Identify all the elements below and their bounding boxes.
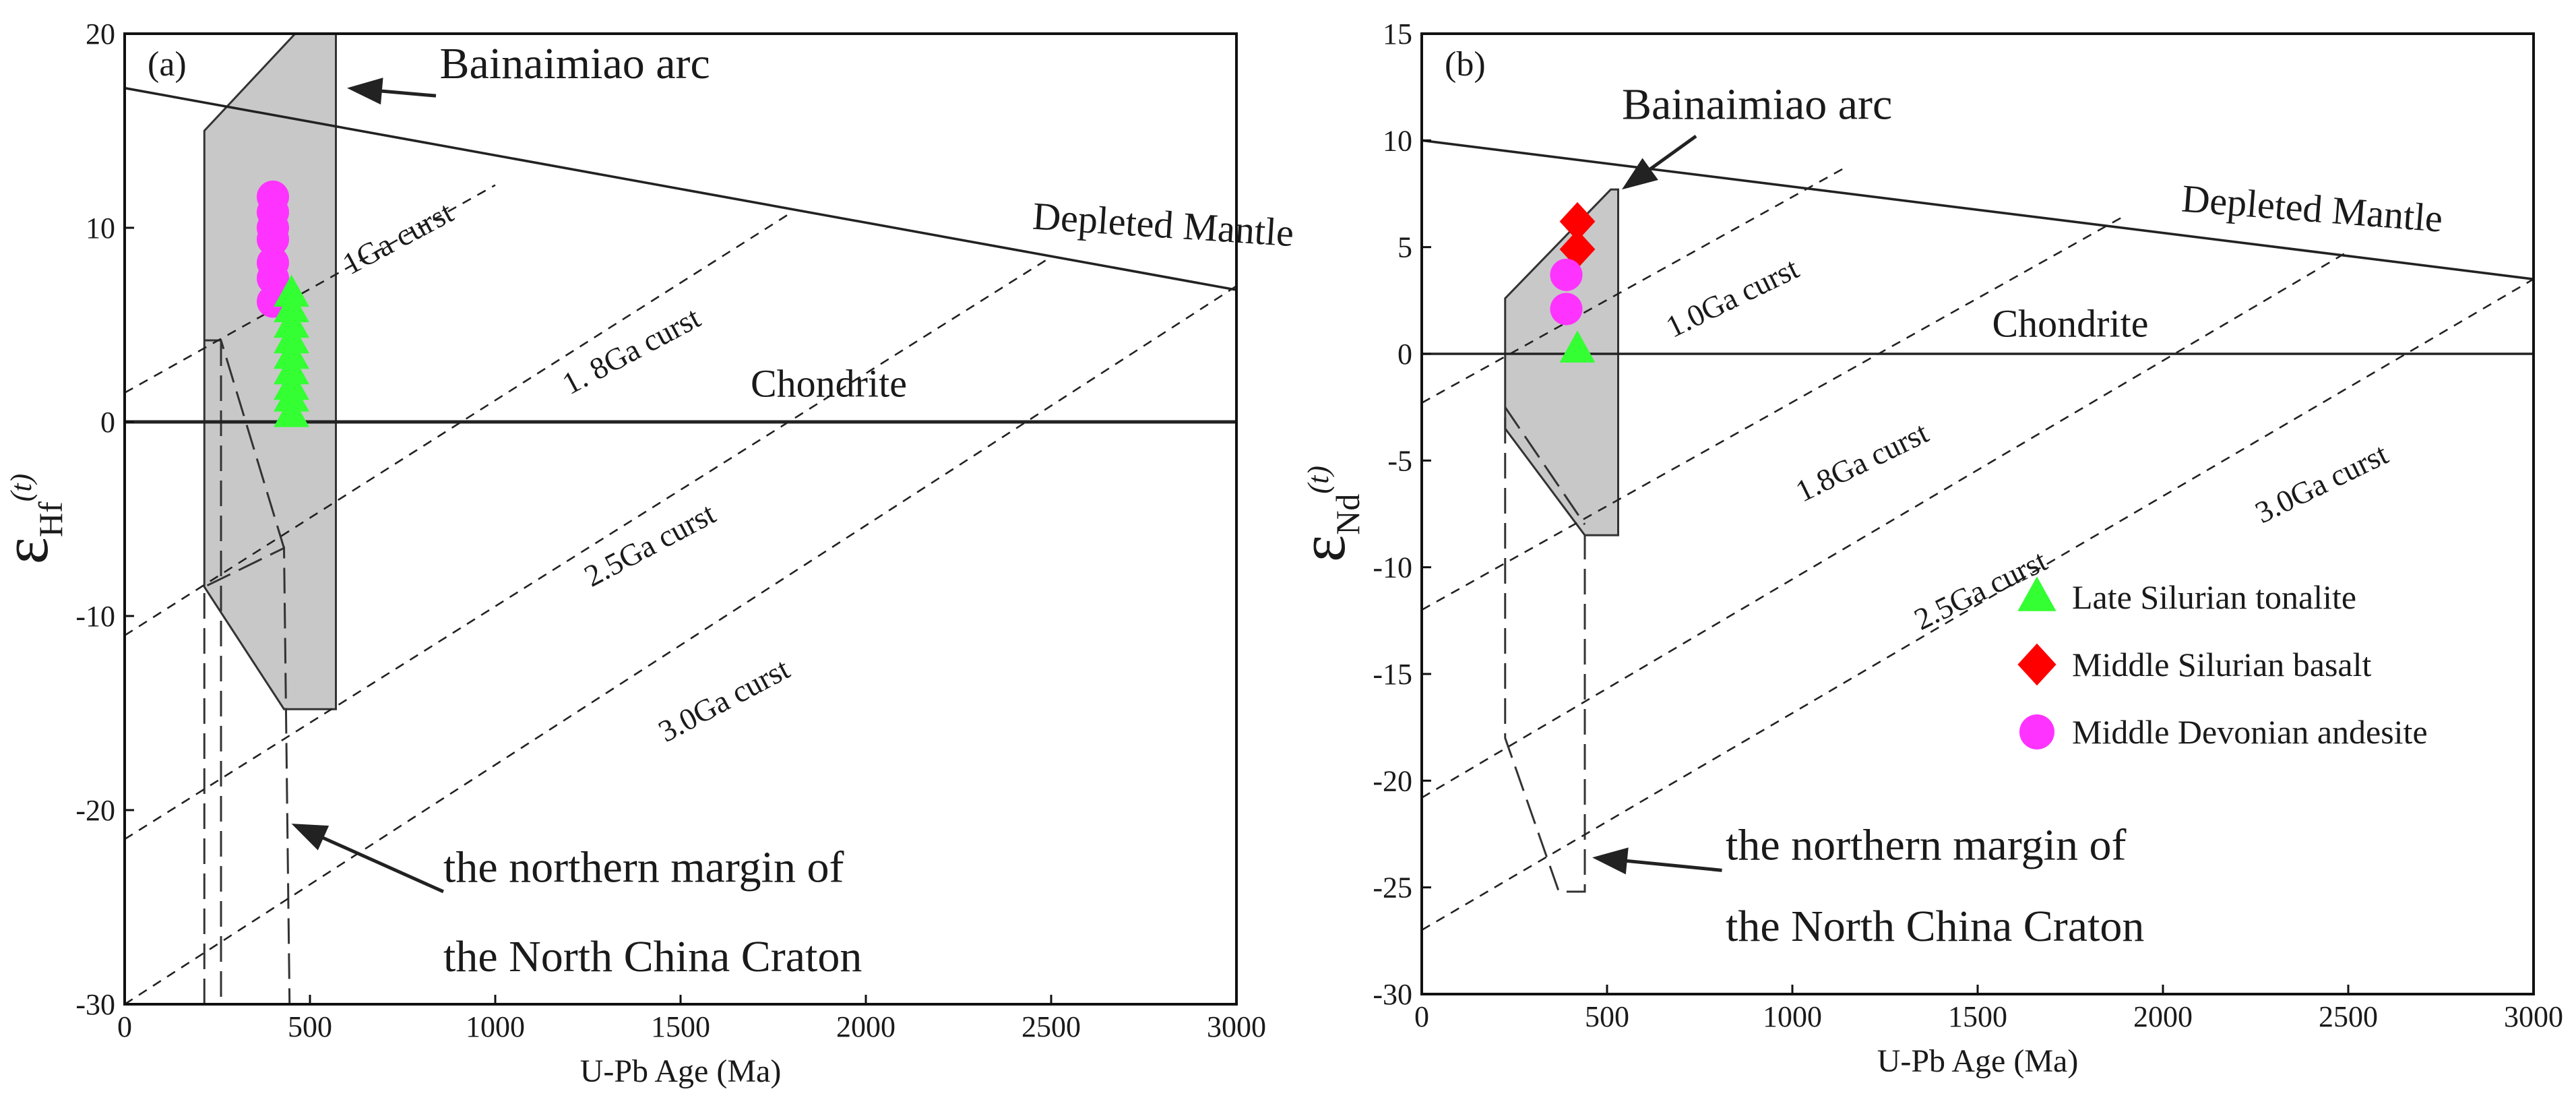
y-tick-label--20: -20 <box>1373 764 1412 797</box>
legend-marker-middle-silurian-basalt <box>2017 643 2056 686</box>
annotation-the-north-china-craton: the North China Craton <box>1726 902 2144 951</box>
point-middle-devonian-andesite-3 <box>257 223 289 256</box>
annotation-bainaimiao-arc: Bainaimiao arc <box>440 39 710 88</box>
panel-b: Depleted Mantle Chondrite 1.0Ga curst 1.8Ga… <box>1286 18 2563 1079</box>
plot-area <box>125 34 1236 1004</box>
legend-label-late-silurian-tonalite: Late Silurian tonalite <box>2072 578 2356 616</box>
line-depleted-mantle <box>125 86 1236 291</box>
label-depleted-mantle: Depleted Mantle <box>2180 177 2445 241</box>
y-tick-label--5: -5 <box>1387 444 1412 477</box>
legend-marker-late-silurian-tonalite <box>2017 576 2056 611</box>
label-depleted-mantle: Depleted Mantle <box>1031 194 1295 255</box>
x-tick-label-0: 0 <box>117 1010 132 1043</box>
region-the-northern-margin-of-the-north-china-craton <box>1504 418 1586 893</box>
point-middle-silurian-basalt-0 <box>1559 202 1596 241</box>
y-tick-label-0: 0 <box>1397 338 1412 371</box>
line-1ga-curst <box>125 184 496 394</box>
line-depleted-mantle <box>1422 139 2534 280</box>
x-axis-label: U-Pb Age (Ma) <box>580 1053 782 1089</box>
y-axis-t: (t) <box>5 474 38 502</box>
line-3-0ga-curst <box>1422 278 2534 931</box>
x-tick-label-0: 0 <box>1414 1000 1429 1033</box>
region-the-northern-margin-of-the-north-china-craton <box>203 546 291 1004</box>
x-tick-label-1000: 1000 <box>466 1010 525 1043</box>
label-1ga-curst: 1Ga curst <box>337 195 459 281</box>
x-tick-label-2000: 2000 <box>2133 1000 2193 1033</box>
x-tick-label-500: 500 <box>1585 1000 1629 1033</box>
point-middle-devonian-andesite-1 <box>1550 293 1583 326</box>
y-axis-symbol: ε <box>1286 535 1358 562</box>
y-axis-t: (t) <box>1302 466 1335 494</box>
line-2-5ga-curst <box>125 256 1052 840</box>
legend-label-middle-devonian-andesite: Middle Devonian andesite <box>2072 713 2428 751</box>
y-axis-subscript: Hf <box>32 501 69 537</box>
y-tick-label--30: -30 <box>75 988 115 1021</box>
x-tick-label-3000: 3000 <box>1207 1010 1266 1043</box>
region-bainaimiao-arc <box>203 34 337 710</box>
label-chondrite: Chondrite <box>1992 302 2149 346</box>
legend-marker-middle-devonian-andesite <box>2019 714 2054 749</box>
point-middle-devonian-andesite-0 <box>1550 258 1583 291</box>
y-axis-subscript: Nd <box>1329 494 1366 535</box>
annotation-bainaimiao-arc: Bainaimiao arc <box>1622 80 1892 129</box>
y-axis-label: εHf(t) <box>0 474 69 565</box>
line-1-8ga-curst <box>125 211 792 636</box>
line-2-5ga-curst <box>1422 250 2349 799</box>
x-tick-label-3000: 3000 <box>2504 1000 2563 1033</box>
annotation-the-northern-margin-of: the northern margin of <box>443 843 844 892</box>
y-tick-label-15: 15 <box>1383 18 1412 51</box>
y-tick-label-0: 0 <box>100 406 115 439</box>
point-middle-devonian-andesite-5 <box>257 261 289 295</box>
x-tick-label-2500: 2500 <box>2319 1000 2378 1033</box>
y-tick-label--25: -25 <box>1373 871 1412 904</box>
x-tick-label-1500: 1500 <box>1948 1000 2007 1033</box>
y-tick-label--10: -10 <box>75 600 115 633</box>
label-1-0ga-curst: 1.0Ga curst <box>1660 251 1804 344</box>
legend-label-middle-silurian-basalt: Middle Silurian basalt <box>2072 646 2371 683</box>
y-tick-label-5: 5 <box>1397 231 1412 264</box>
panel-label: (b) <box>1445 45 1486 84</box>
plot-area <box>1422 139 2534 931</box>
annotation-arrow-head-0 <box>1622 158 1658 190</box>
x-tick-label-2500: 2500 <box>1022 1010 1081 1043</box>
panel-label: (a) <box>148 45 187 84</box>
region-boundary-dash-0 <box>1504 406 1586 526</box>
x-tick-label-2000: 2000 <box>836 1010 896 1043</box>
annotation-arrow-head-1 <box>291 824 329 851</box>
point-late-silurian-tonalite-0 <box>1559 330 1596 363</box>
y-tick-label--30: -30 <box>1373 978 1412 1011</box>
panel-a: Depleted Mantle Chondrite 1Ga curst 1. 8Ga … <box>0 18 1295 1089</box>
line-1-0ga-curst <box>1422 165 1849 404</box>
y-tick-label--20: -20 <box>75 794 115 827</box>
annotation-the-north-china-craton: the North China Craton <box>443 932 862 981</box>
y-tick-label--10: -10 <box>1373 551 1412 584</box>
label-3-0ga-curst: 3.0Ga curst <box>2250 436 2393 530</box>
y-tick-label--15: -15 <box>1373 658 1412 691</box>
label-2-5ga-curst: 2.5Ga curst <box>579 496 721 594</box>
annotation-arrow-head-0 <box>347 78 383 105</box>
annotation-the-northern-margin-of: the northern margin of <box>1726 821 2126 870</box>
y-tick-label-20: 20 <box>86 18 115 51</box>
point-late-silurian-tonalite-8 <box>274 395 309 427</box>
y-tick-label-10: 10 <box>1383 124 1412 157</box>
line-3-0ga-curst <box>125 285 1236 1004</box>
y-axis-label: εNd(t) <box>1286 466 1366 562</box>
x-axis-label: U-Pb Age (Ma) <box>1877 1043 2079 1079</box>
annotation-arrow-line-1 <box>309 830 445 894</box>
y-tick-label-10: 10 <box>86 212 115 245</box>
x-tick-label-1000: 1000 <box>1763 1000 1822 1033</box>
label-3-0ga-curst: 3.0Ga curst <box>653 651 795 749</box>
annotation-arrow-head-1 <box>1592 847 1629 875</box>
label-chondrite: Chondrite <box>751 362 907 406</box>
label-1-8ga-curst: 1. 8Ga curst <box>557 300 706 401</box>
y-axis-symbol: ε <box>0 537 61 564</box>
label-1-8ga-curst: 1.8Ga curst <box>1790 415 1934 509</box>
x-tick-label-1500: 1500 <box>651 1010 710 1043</box>
x-tick-label-500: 500 <box>288 1010 332 1043</box>
